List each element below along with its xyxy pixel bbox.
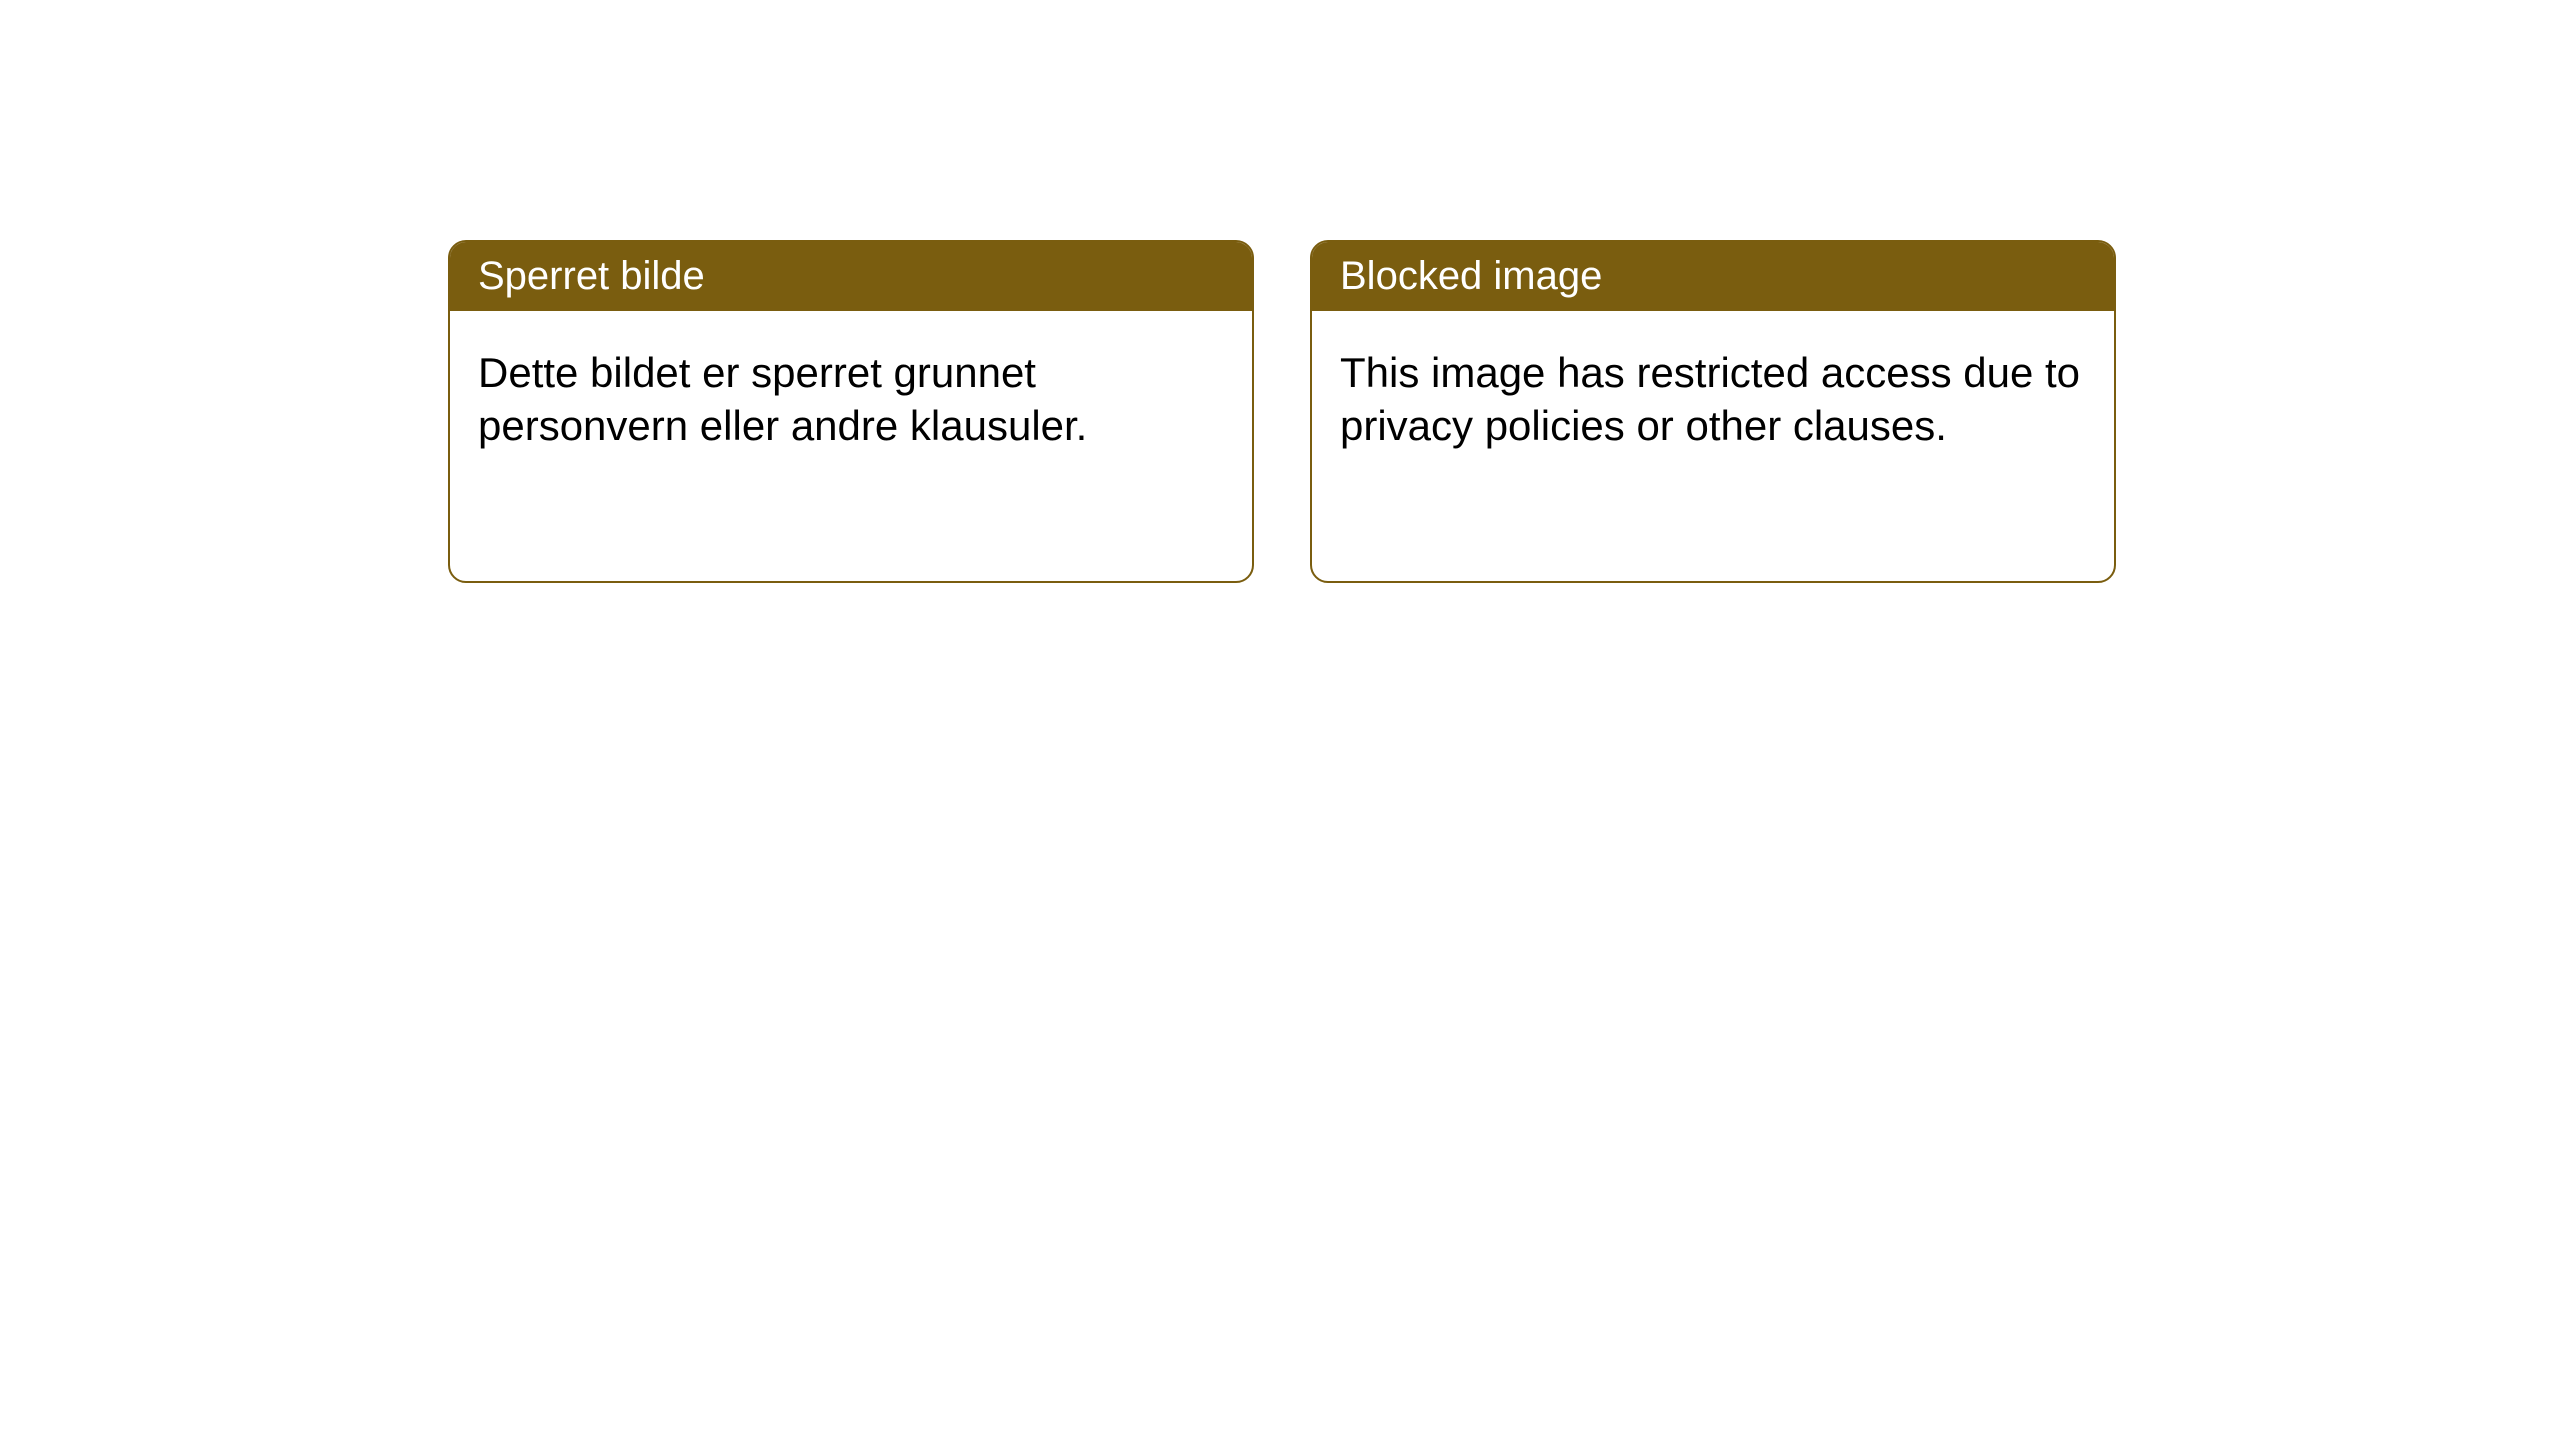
cards-container: Sperret bilde Dette bildet er sperret gr…	[448, 240, 2116, 583]
card-title-english: Blocked image	[1312, 242, 2114, 311]
card-title-norwegian: Sperret bilde	[450, 242, 1252, 311]
blocked-image-card-english: Blocked image This image has restricted …	[1310, 240, 2116, 583]
blocked-image-card-norwegian: Sperret bilde Dette bildet er sperret gr…	[448, 240, 1254, 583]
card-body-norwegian: Dette bildet er sperret grunnet personve…	[450, 311, 1252, 581]
card-body-english: This image has restricted access due to …	[1312, 311, 2114, 581]
